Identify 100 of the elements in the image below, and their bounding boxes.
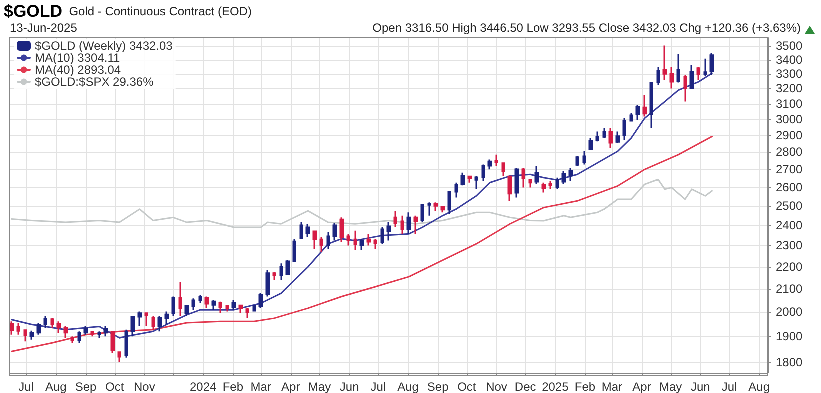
candlestick bbox=[642, 94, 648, 118]
y-tick-label: 3500 bbox=[776, 39, 804, 54]
candlestick bbox=[704, 58, 708, 77]
x-tick-label: Nov bbox=[486, 380, 508, 393]
candlestick bbox=[246, 308, 250, 319]
legend-label: MA(40) 2893.04 bbox=[35, 63, 122, 77]
candlestick bbox=[494, 154, 498, 168]
candlestick bbox=[650, 81, 654, 130]
candlestick bbox=[36, 322, 42, 336]
candlestick bbox=[70, 336, 74, 344]
candlestick bbox=[556, 177, 560, 190]
candlestick bbox=[158, 316, 162, 332]
candlestick bbox=[50, 317, 54, 329]
candlestick bbox=[488, 158, 492, 170]
candlestick bbox=[300, 222, 304, 240]
text: 13-Jun-2025 bbox=[10, 21, 78, 35]
y-tick-label: 2800 bbox=[776, 145, 804, 160]
candlestick bbox=[662, 45, 668, 82]
candlestick bbox=[84, 326, 88, 336]
candlestick bbox=[64, 326, 68, 339]
candlestick bbox=[178, 281, 182, 318]
candlestick bbox=[30, 330, 34, 341]
candlestick bbox=[360, 238, 364, 252]
y-tick-label: 2400 bbox=[776, 218, 804, 233]
x-tick-label: Oct bbox=[106, 380, 125, 393]
candlestick bbox=[164, 310, 170, 326]
candlestick bbox=[238, 304, 244, 314]
y-tick-label: 3200 bbox=[776, 82, 804, 96]
x-tick-label: Mar bbox=[602, 380, 623, 393]
chart-subtitle: Gold - Continuous Contract (EOD) bbox=[62, 4, 252, 18]
candlestick bbox=[204, 296, 210, 310]
candlestick bbox=[534, 166, 540, 186]
candlestick bbox=[320, 236, 324, 253]
x-tick-label: Nov bbox=[134, 380, 156, 393]
candlestick bbox=[138, 310, 142, 328]
y-tick-label: 2000 bbox=[776, 305, 804, 320]
candlestick bbox=[420, 204, 424, 224]
candlestick bbox=[10, 320, 14, 336]
candlestick bbox=[258, 292, 264, 310]
candlestick bbox=[656, 66, 660, 86]
candlestick bbox=[326, 232, 330, 250]
candlestick bbox=[312, 230, 318, 250]
candlestick bbox=[528, 178, 532, 189]
candlestick bbox=[104, 326, 108, 338]
candlestick bbox=[568, 167, 574, 182]
candlestick bbox=[710, 52, 714, 76]
legend-label: MA(10) 3304.11 bbox=[35, 51, 120, 65]
legend-label: $GOLD (Weekly) 3432.03 bbox=[35, 39, 174, 53]
candlestick bbox=[434, 202, 438, 212]
candlestick bbox=[354, 230, 358, 252]
x-tick-label: Dec bbox=[514, 380, 536, 393]
x-tick-label: Jul bbox=[18, 380, 34, 393]
candlestick bbox=[280, 262, 284, 282]
legend-label: $GOLD:$SPX 29.36% bbox=[35, 75, 154, 89]
y-tick-label: 2500 bbox=[776, 199, 804, 214]
candlestick bbox=[306, 223, 310, 238]
candlestick bbox=[192, 298, 196, 311]
candlestick bbox=[576, 156, 580, 168]
candlestick bbox=[24, 329, 28, 342]
candlestick bbox=[548, 180, 552, 190]
x-tick-label: Mar bbox=[250, 380, 272, 393]
x-tick-label: Jul bbox=[370, 380, 386, 393]
y-tick-label: 3300 bbox=[776, 67, 804, 82]
text: Open 3316.50 High 3446.50 Low 3293.55 Close 3432.03 Chg +120.36 (+3.63%) bbox=[372, 21, 802, 35]
candlestick bbox=[622, 118, 626, 141]
candlestick bbox=[460, 172, 466, 186]
candlestick bbox=[98, 330, 102, 339]
candlestick bbox=[340, 216, 344, 244]
candlestick bbox=[502, 162, 506, 177]
x-tick-label: Oct bbox=[458, 380, 477, 393]
chart-title: $GOLD bbox=[4, 2, 63, 21]
candlestick bbox=[602, 128, 606, 140]
candlestick bbox=[588, 138, 594, 151]
candlestick bbox=[292, 238, 296, 263]
candlestick bbox=[400, 215, 404, 235]
candlestick bbox=[468, 175, 472, 184]
candlestick bbox=[44, 316, 48, 329]
candlestick bbox=[406, 212, 412, 235]
candlestick bbox=[562, 170, 566, 186]
candlestick bbox=[670, 66, 674, 90]
y-tick-label: 2900 bbox=[776, 128, 804, 143]
candlestick bbox=[226, 304, 230, 312]
line-series bbox=[11, 178, 713, 228]
candlestick bbox=[684, 74, 688, 103]
candlestick bbox=[272, 271, 276, 282]
candlestick bbox=[266, 270, 270, 298]
candlestick bbox=[374, 238, 378, 250]
y-tick-label: 2700 bbox=[776, 162, 804, 176]
candlestick bbox=[616, 131, 620, 144]
candlestick bbox=[118, 350, 122, 364]
candlestick bbox=[696, 66, 700, 82]
candlestick bbox=[608, 128, 614, 149]
y-tick-label: 2200 bbox=[776, 260, 804, 274]
candlestick bbox=[380, 226, 384, 245]
candlestick bbox=[218, 301, 222, 314]
candlestick bbox=[394, 210, 398, 228]
line-series bbox=[11, 136, 713, 352]
candlestick bbox=[440, 205, 446, 214]
candlestick bbox=[152, 316, 156, 331]
candlestick bbox=[676, 53, 680, 84]
